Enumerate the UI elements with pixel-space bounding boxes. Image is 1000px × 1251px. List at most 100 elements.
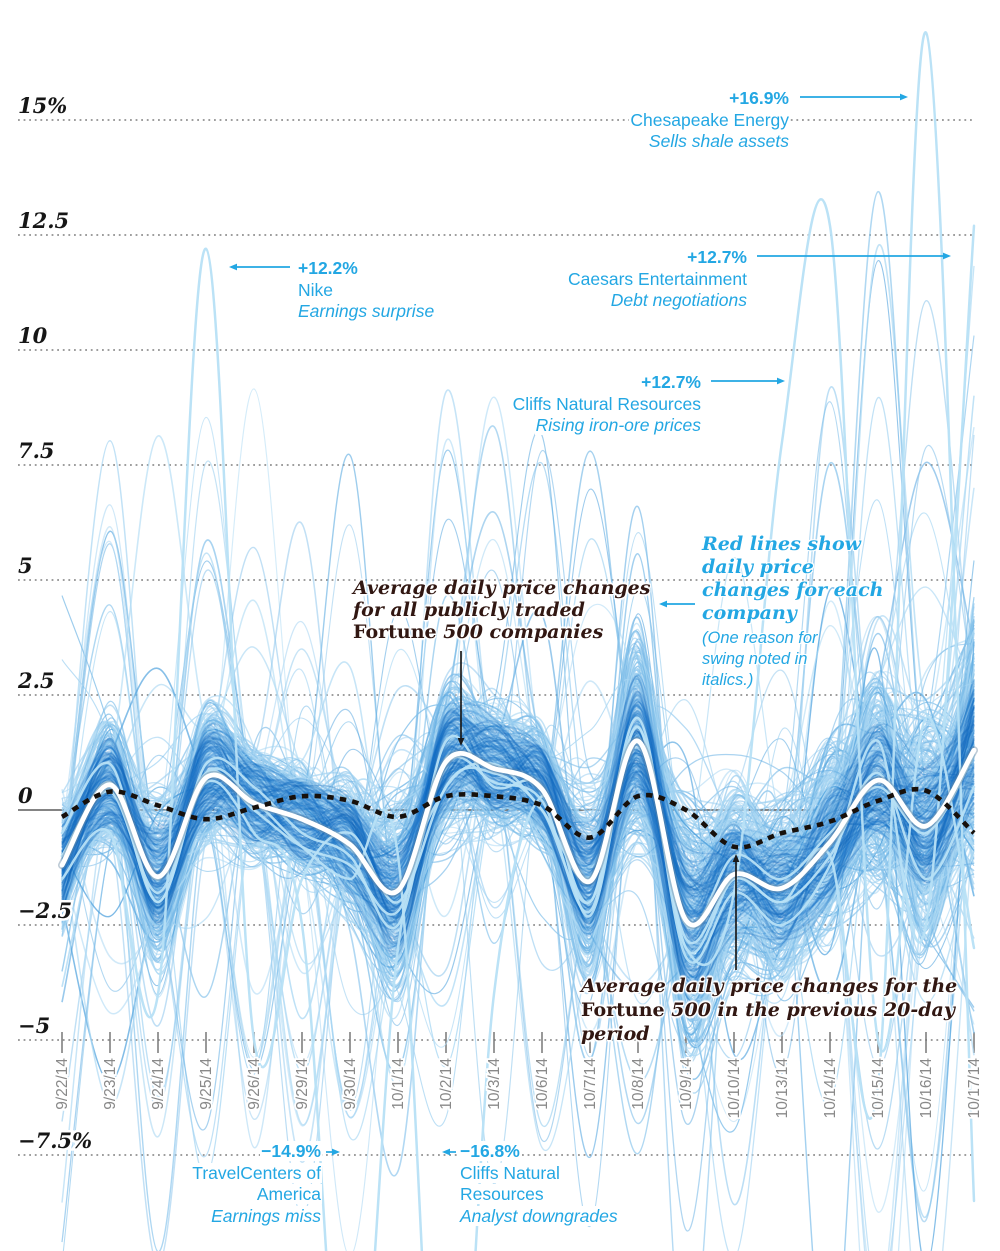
company-line-core bbox=[61, 715, 975, 936]
x-axis-date-label: 9/29/14 bbox=[294, 1058, 311, 1110]
callout-travelcenters-company-line2: America bbox=[255, 1184, 322, 1204]
highlighted-company-line-cliffs-natural-resources bbox=[60, 197, 976, 1251]
company-line-core bbox=[61, 693, 975, 964]
previous-20-day-average-line bbox=[60, 786, 976, 850]
company-line bbox=[61, 717, 975, 986]
callout-cliffs-up-reason: Rising iron-ore prices bbox=[534, 415, 702, 435]
company-line-core bbox=[61, 732, 975, 935]
company-line-core bbox=[61, 722, 975, 915]
y-axis-label: 12.5 bbox=[18, 208, 69, 233]
company-line bbox=[61, 648, 975, 935]
company-line-core bbox=[61, 712, 975, 931]
callout-cliffs-up-value: +12.7% bbox=[640, 372, 702, 392]
company-line-core bbox=[61, 697, 975, 953]
callout-cliffs-down-value: −16.8% bbox=[459, 1141, 521, 1161]
arrow-nike-icon bbox=[229, 263, 290, 271]
x-axis-date-label: 10/15/14 bbox=[870, 1058, 887, 1119]
note-previous-20-day-average: Average daily price changes for the Fort… bbox=[581, 975, 958, 1045]
company-line bbox=[61, 569, 975, 1058]
x-axis-date-label: 10/14/14 bbox=[822, 1058, 839, 1119]
y-axis-label: 2.5 bbox=[17, 668, 55, 693]
x-axis-date-label: 9/22/14 bbox=[54, 1058, 71, 1110]
arrow-bottom-note-icon bbox=[732, 854, 740, 970]
company-line-core bbox=[61, 715, 975, 960]
callout-caesars-company: Caesars Entertainment bbox=[567, 268, 748, 289]
company-line-core bbox=[61, 734, 975, 960]
callout-cliffs-down-reason: Analyst downgrades bbox=[459, 1205, 619, 1226]
x-axis-date-label: 9/23/14 bbox=[102, 1058, 119, 1110]
company-line-core bbox=[61, 715, 975, 930]
arrow-cliffs-down-icon bbox=[442, 1148, 456, 1156]
company-line-core bbox=[61, 746, 975, 936]
callout-nike: +12.2% Nike Earnings surprise bbox=[297, 258, 436, 323]
company-line-core bbox=[61, 715, 975, 926]
callout-cliffs-natural-resources-up: +12.7% Cliffs Natural Resources Rising i… bbox=[511, 372, 702, 437]
company-line-core bbox=[61, 690, 975, 924]
arrow-legend-note-icon bbox=[659, 600, 695, 608]
company-line-core bbox=[61, 754, 975, 935]
company-line-core bbox=[61, 707, 975, 924]
company-line-core bbox=[61, 702, 975, 988]
legend-note-red-lines: Red lines show daily price changes for e… bbox=[702, 533, 883, 691]
callout-cliffs-down-company-line2: Resources bbox=[459, 1184, 545, 1204]
x-axis-date-label: 10/6/14 bbox=[534, 1058, 551, 1110]
callout-chesapeake-company: Chesapeake Energy bbox=[629, 109, 790, 130]
y-axis-label: 7.5 bbox=[18, 438, 55, 463]
y-axis-label: −5 bbox=[18, 1013, 50, 1038]
company-line-core bbox=[61, 719, 975, 966]
company-line-core bbox=[61, 731, 975, 929]
callout-nike-value: +12.2% bbox=[297, 258, 359, 278]
company-line-core bbox=[61, 729, 975, 950]
company-line-core bbox=[61, 744, 975, 959]
average-line bbox=[59, 738, 977, 928]
company-line-core bbox=[61, 725, 975, 909]
company-line-core bbox=[61, 690, 975, 972]
average-line-layer bbox=[58, 737, 978, 929]
x-axis-date-label: 10/7/14 bbox=[582, 1058, 599, 1110]
x-axis-date-label: 9/30/14 bbox=[342, 1058, 359, 1110]
callout-caesars-reason: Debt negotiations bbox=[609, 290, 748, 310]
company-line-core bbox=[61, 712, 975, 970]
company-line-core bbox=[61, 724, 975, 894]
company-line bbox=[61, 749, 975, 1056]
company-line-core bbox=[61, 762, 975, 926]
company-line-core bbox=[61, 721, 975, 988]
company-line-core bbox=[61, 727, 975, 933]
y-axis-label: 5 bbox=[18, 553, 33, 578]
company-line-core bbox=[61, 711, 975, 930]
company-line-core bbox=[61, 735, 975, 931]
company-line-core bbox=[61, 714, 975, 979]
callout-nike-reason: Earnings surprise bbox=[297, 301, 436, 321]
legend-note-bold-text: Red lines show daily price changes for e… bbox=[702, 533, 884, 624]
arrow-caesars-icon bbox=[757, 252, 951, 260]
company-line-core bbox=[61, 698, 975, 978]
company-line-core bbox=[61, 724, 975, 920]
company-line bbox=[61, 710, 975, 982]
company-line-core bbox=[61, 731, 975, 918]
callout-caesars-entertainment: +12.7% Caesars Entertainment Debt negoti… bbox=[567, 247, 748, 312]
company-line bbox=[61, 671, 975, 1033]
company-line-core bbox=[61, 707, 975, 909]
y-axis-label: −7.5% bbox=[18, 1128, 92, 1153]
legend-note-paren-text: (One reason for swing noted in italics.) bbox=[702, 629, 818, 689]
company-line-core bbox=[61, 697, 975, 929]
company-line-core bbox=[61, 719, 975, 979]
x-axis-date-label: 10/10/14 bbox=[726, 1058, 743, 1119]
company-line-core bbox=[61, 679, 975, 972]
arrow-center-note-icon bbox=[457, 651, 465, 746]
company-line-core bbox=[61, 701, 975, 919]
x-axis-date-label: 9/25/14 bbox=[198, 1058, 215, 1110]
x-axis-date-label: 10/8/14 bbox=[630, 1058, 647, 1110]
company-line-core bbox=[61, 743, 975, 917]
callout-travelcenters-of-america: −14.9% TravelCenters of America Earnings… bbox=[191, 1141, 322, 1227]
y-axis-label: 0 bbox=[18, 783, 33, 808]
annotation-arrows-layer bbox=[229, 93, 951, 1156]
company-line-core bbox=[61, 725, 975, 940]
callout-travelcenters-value: −14.9% bbox=[260, 1141, 322, 1161]
company-line-core bbox=[61, 689, 975, 950]
previous-average-line-layer bbox=[60, 786, 976, 850]
x-axis-date-label: 10/2/14 bbox=[438, 1058, 455, 1110]
company-line-core bbox=[61, 689, 975, 948]
